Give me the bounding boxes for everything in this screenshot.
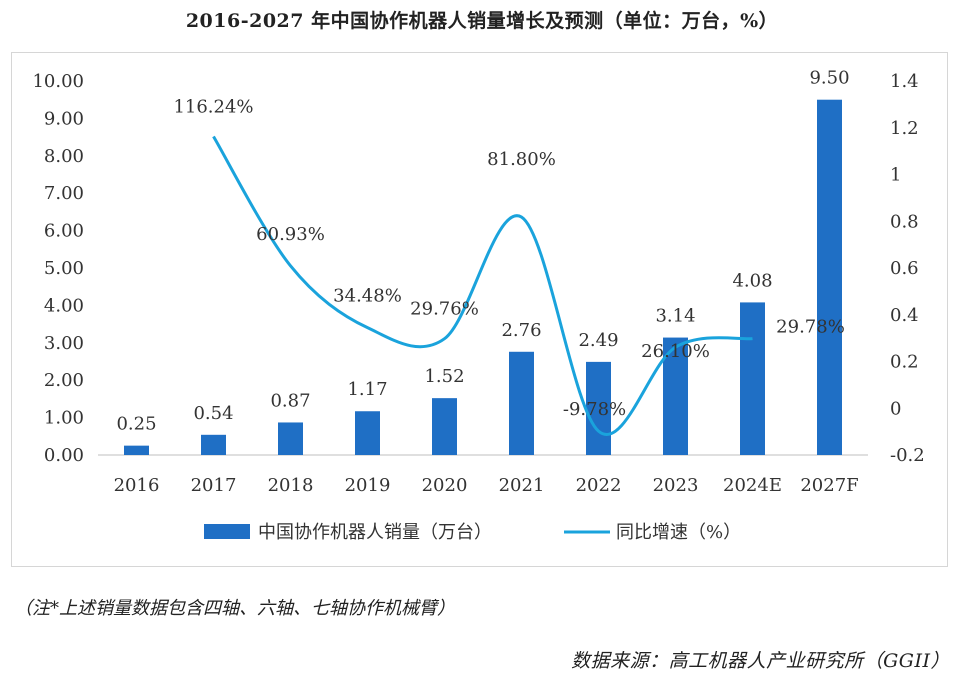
- growth-rate-label: 81.80%: [487, 149, 556, 170]
- left-tick-label: 3.00: [44, 333, 84, 354]
- category-label: 2024E: [723, 475, 782, 496]
- legend-bar-swatch: [204, 524, 250, 539]
- bar-value-label: 0.25: [116, 414, 156, 435]
- left-tick-label: 9.00: [44, 108, 84, 129]
- category-label: 2020: [422, 475, 468, 496]
- line-series: [212, 135, 753, 436]
- bar: [124, 445, 149, 455]
- left-tick-label: 0.00: [44, 445, 84, 466]
- right-tick-label: 1: [890, 165, 901, 186]
- category-label: 2021: [499, 475, 545, 496]
- right-tick-label: 0: [890, 398, 901, 419]
- growth-rate-label: 116.24%: [173, 97, 253, 118]
- category-label: 2016: [114, 475, 160, 496]
- chart-note: （注*上述销量数据包含四轴、六轴、七轴协作机械臂）: [14, 598, 455, 619]
- category-label: 2023: [653, 475, 699, 496]
- legend-bar-label: 中国协作机器人销量（万台）: [258, 522, 492, 543]
- bar: [663, 337, 688, 455]
- data-source: 数据来源：高工机器人产业研究所（GGII）: [571, 650, 950, 672]
- legend-line-label: 同比增速（%）: [616, 522, 741, 543]
- bar-series: [124, 99, 842, 455]
- category-label: 2022: [576, 475, 622, 496]
- left-tick-label: 4.00: [44, 295, 84, 316]
- category-label: 2019: [345, 475, 391, 496]
- left-tick-label: 8.00: [44, 146, 84, 167]
- bar: [509, 351, 534, 455]
- left-tick-label: 6.00: [44, 221, 84, 242]
- bar-value-label: 9.50: [809, 68, 849, 89]
- line-labels: 116.24% 60.93% 34.48% 29.76% 81.80% -9.78% 26.…: [173, 97, 844, 421]
- growth-rate-label: 29.78%: [776, 317, 845, 338]
- category-label: 2018: [268, 475, 314, 496]
- right-tick-label: 0.2: [890, 352, 919, 373]
- chart-frame: 0.00 1.00 2.00 3.00 4.00 5.00 6.00 7.00 8.00 9.00…: [11, 52, 948, 567]
- bar: [740, 302, 765, 455]
- category-label: 2017: [191, 475, 237, 496]
- growth-rate-label: 60.93%: [256, 224, 325, 245]
- bar-value-label: 0.87: [270, 390, 310, 411]
- right-tick-label: 1.2: [890, 118, 919, 139]
- bar-value-label: 1.17: [347, 379, 387, 400]
- right-tick-label: 0.6: [890, 258, 919, 279]
- growth-rate-label: 29.76%: [410, 299, 479, 320]
- chart-title: 2016-2027 年中国协作机器人销量增长及预测（单位：万台，%）: [185, 10, 779, 32]
- bar-value-label: 3.14: [655, 306, 695, 327]
- bar: [432, 398, 457, 455]
- left-tick-label: 1.00: [44, 408, 84, 429]
- bar-value-label: 2.49: [578, 330, 618, 351]
- bar-value-label: 4.08: [732, 270, 772, 291]
- combo-chart: 0.00 1.00 2.00 3.00 4.00 5.00 6.00 7.00 8.00 9.00…: [32, 68, 925, 543]
- left-tick-label: 2.00: [44, 370, 84, 391]
- growth-rate-line: [212, 135, 753, 436]
- bar-value-label: 2.76: [501, 320, 541, 341]
- category-label: 2027F: [800, 475, 858, 496]
- right-tick-label: 0.4: [890, 305, 919, 326]
- bar: [355, 411, 380, 455]
- right-tick-label: 1.4: [890, 71, 919, 92]
- growth-rate-label: 34.48%: [333, 286, 402, 307]
- left-tick-label: 5.00: [44, 258, 84, 279]
- legend: 中国协作机器人销量（万台） 同比增速（%）: [204, 522, 741, 543]
- left-tick-label: 10.00: [32, 71, 84, 92]
- bar: [817, 99, 842, 455]
- bar-labels: 0.25 0.54 0.87 1.17 1.52 2.76 2.49 3.14 4.08 9.50: [116, 68, 849, 435]
- right-axis: -0.2 0 0.2 0.4 0.6 0.8 1 1.2 1.4: [890, 71, 925, 466]
- left-tick-label: 7.00: [44, 183, 84, 204]
- bar: [201, 434, 226, 455]
- right-tick-label: -0.2: [890, 445, 925, 466]
- bar: [278, 422, 303, 455]
- right-tick-label: 0.8: [890, 211, 919, 232]
- bar: [586, 361, 611, 455]
- bar-value-label: 1.52: [424, 366, 464, 387]
- left-axis: 0.00 1.00 2.00 3.00 4.00 5.00 6.00 7.00 8.00 9.00…: [32, 71, 84, 466]
- growth-rate-label: -9.78%: [563, 399, 626, 420]
- x-axis-labels: 2016 2017 2018 2019 2020 2021 2022 2023 2024E 202…: [114, 475, 859, 496]
- bar-value-label: 0.54: [193, 403, 233, 424]
- growth-rate-label: 26.10%: [641, 341, 710, 362]
